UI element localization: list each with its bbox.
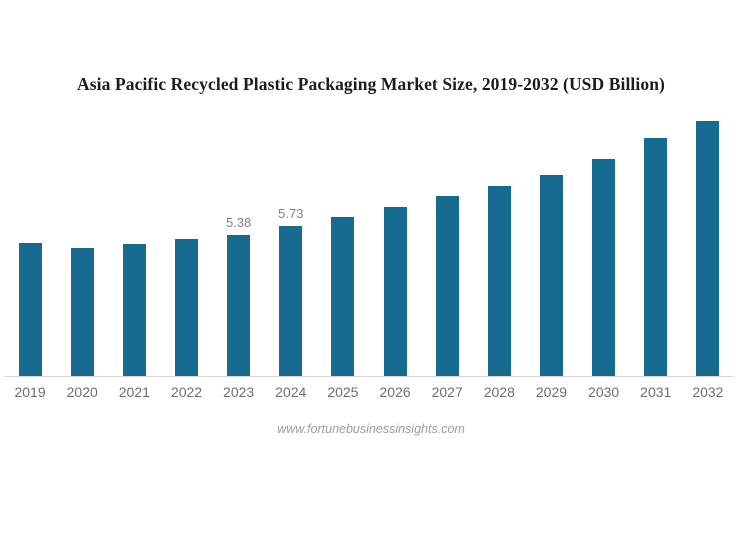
bar-2021 [122,243,146,376]
bar-slot-2019 [4,100,56,376]
x-axis-label-2023: 2023 [223,384,255,400]
bar-2022 [174,238,198,376]
x-axis-label-2027: 2027 [431,384,463,400]
x-axis-label-2030: 2030 [588,384,620,400]
bar-2031 [644,138,668,376]
bar-slot-2023: 5.38 [213,100,265,376]
bar-2028 [487,185,511,376]
bar-slot-2024: 5.73 [265,100,317,376]
bar-2019 [18,242,42,376]
bar-2023 [227,234,251,376]
bar-value-label-2023: 5.38 [225,214,252,230]
bar-slot-2030 [578,100,630,376]
bar-slot-2022 [160,100,212,376]
bar-slot-2021 [108,100,160,376]
source-watermark: www.fortunebusinessinsights.com [277,422,465,436]
bar-slot-2028 [473,100,525,376]
x-axis-label-2021: 2021 [118,384,150,400]
bar-slot-2020 [56,100,108,376]
bar-2025 [331,217,355,376]
x-axis-label-2028: 2028 [483,384,515,400]
x-axis-label-2020: 2020 [66,384,98,400]
x-axis-label-2019: 2019 [14,384,46,400]
bar-2029 [539,175,563,376]
plot-area: 5.38 5.73 [4,100,734,376]
bar-value-label-2024: 5.73 [278,205,304,221]
x-axis-label-2022: 2022 [170,384,203,400]
bar-slot-2026 [369,100,421,376]
x-axis-label-2024: 2024 [275,384,307,400]
bar-2026 [383,206,407,376]
bar-slot-2032 [682,100,734,376]
x-axis-label-2025: 2025 [327,384,359,400]
x-axis-line [4,376,734,377]
bar-2027 [435,196,459,376]
bar-slot-2025 [317,100,369,376]
bar-slot-2027 [421,100,473,376]
bar-2032 [696,121,720,376]
bar-slot-2031 [630,100,682,376]
x-axis-label-2029: 2029 [535,384,568,400]
bar-2030 [592,158,616,376]
bar-slot-2029 [525,100,577,376]
x-axis-label-2031: 2031 [640,384,672,400]
bar-2024 [279,225,303,376]
x-axis-label-2026: 2026 [379,384,411,400]
x-axis: 2019 2020 2021 2022 2023 2024 2025 2026 2027 2028… [4,384,734,400]
chart-title: Asia Pacific Recycled Plastic Packaging … [77,74,665,94]
x-axis-label-2032: 2032 [692,384,724,400]
bar-2020 [70,248,94,376]
